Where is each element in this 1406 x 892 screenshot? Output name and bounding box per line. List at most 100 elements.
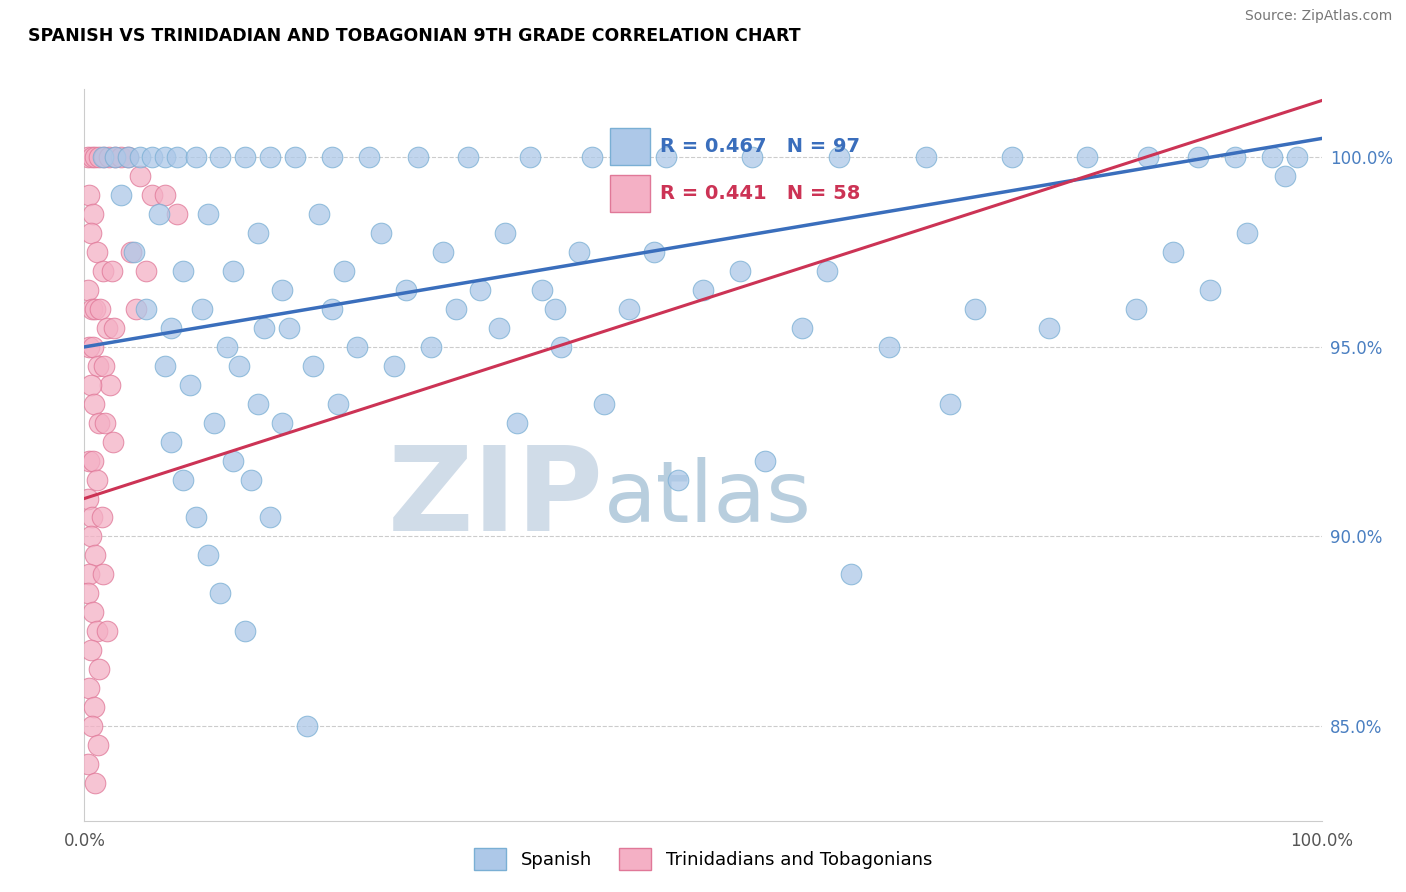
Point	[295, 719, 318, 733]
Text: R = 0.441   N = 58: R = 0.441 N = 58	[659, 184, 860, 202]
Point	[110, 188, 132, 202]
Point	[233, 624, 256, 639]
FancyBboxPatch shape	[610, 128, 651, 164]
Point	[914, 150, 936, 164]
Point	[581, 150, 603, 164]
Point	[202, 416, 225, 430]
Point	[754, 453, 776, 467]
Point	[80, 719, 103, 733]
FancyBboxPatch shape	[610, 175, 651, 211]
Point	[488, 321, 510, 335]
Point	[77, 150, 100, 164]
Point	[84, 150, 107, 164]
Point	[79, 340, 101, 354]
Point	[93, 150, 115, 164]
Point	[166, 150, 188, 164]
Point	[1274, 169, 1296, 184]
Point	[122, 245, 145, 260]
Point	[1161, 245, 1184, 260]
Point	[79, 188, 101, 202]
Point	[197, 549, 219, 563]
Point	[80, 301, 103, 316]
Point	[98, 377, 121, 392]
Point	[83, 397, 105, 411]
Point	[125, 301, 148, 316]
Point	[117, 150, 139, 164]
Point	[382, 359, 405, 373]
Point	[815, 264, 838, 278]
Point	[419, 340, 441, 354]
Point	[82, 605, 104, 619]
Point	[191, 301, 214, 316]
Point	[89, 416, 111, 430]
Point	[135, 264, 157, 278]
Point	[184, 150, 207, 164]
Point	[120, 245, 142, 260]
Point	[87, 359, 110, 373]
Point	[104, 150, 127, 164]
Point	[271, 283, 294, 297]
Point	[1125, 301, 1147, 316]
Point	[655, 150, 678, 164]
Point	[271, 416, 294, 430]
Point	[184, 510, 207, 524]
Point	[692, 283, 714, 297]
Point	[965, 301, 987, 316]
Point	[240, 473, 263, 487]
Point	[141, 188, 163, 202]
Point	[470, 283, 492, 297]
Point	[222, 264, 245, 278]
Point	[148, 207, 170, 221]
Point	[117, 150, 139, 164]
Point	[79, 529, 101, 543]
Point	[96, 321, 118, 335]
Point	[82, 453, 104, 467]
Point	[79, 377, 101, 392]
Point	[79, 226, 101, 240]
Point	[215, 340, 238, 354]
Text: R = 0.467   N = 97: R = 0.467 N = 97	[659, 136, 859, 155]
Point	[135, 301, 157, 316]
Point	[172, 473, 194, 487]
Point	[506, 416, 529, 430]
Text: ZIP: ZIP	[388, 442, 605, 557]
Point	[828, 150, 851, 164]
Point	[357, 150, 380, 164]
Point	[284, 150, 307, 164]
Point	[1261, 150, 1284, 164]
Point	[79, 567, 101, 582]
Point	[103, 321, 125, 335]
Point	[77, 283, 100, 297]
Point	[321, 150, 343, 164]
Point	[79, 643, 101, 657]
Point	[79, 681, 101, 695]
Point	[444, 301, 467, 316]
Point	[90, 510, 112, 524]
Point	[91, 567, 114, 582]
Point	[246, 226, 269, 240]
Legend: Spanish, Trinidadians and Tobagonians: Spanish, Trinidadians and Tobagonians	[467, 841, 939, 878]
Point	[246, 397, 269, 411]
Point	[100, 264, 122, 278]
Point	[91, 150, 114, 164]
Point	[1223, 150, 1246, 164]
Point	[89, 662, 111, 676]
Point	[83, 700, 105, 714]
Point	[1199, 283, 1222, 297]
Point	[82, 207, 104, 221]
Point	[1236, 226, 1258, 240]
Point	[457, 150, 479, 164]
Point	[77, 491, 100, 506]
Point	[86, 245, 108, 260]
Point	[1076, 150, 1098, 164]
Point	[209, 586, 232, 600]
Point	[179, 377, 201, 392]
Point	[166, 207, 188, 221]
Point	[104, 150, 127, 164]
Point	[110, 150, 132, 164]
Point	[94, 416, 117, 430]
Point	[222, 453, 245, 467]
Point	[91, 264, 114, 278]
Point	[89, 150, 111, 164]
Point	[333, 264, 356, 278]
